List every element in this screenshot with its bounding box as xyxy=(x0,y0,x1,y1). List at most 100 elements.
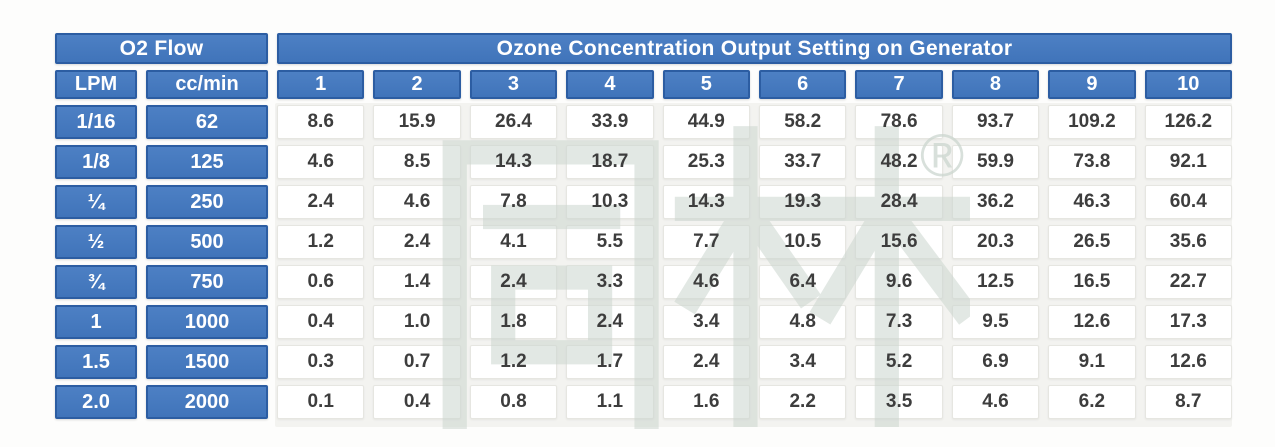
value-cell: 1.2 xyxy=(277,225,365,259)
row-ccmin-cell: 750 xyxy=(146,265,268,299)
value-cell-label: 1.7 xyxy=(596,351,624,372)
value-cell: 9.5 xyxy=(951,305,1040,339)
value-cell: 18.7 xyxy=(566,145,654,179)
value-cell-label: 3.5 xyxy=(885,391,913,412)
subheader-ccmin-label: cc/min xyxy=(175,73,239,95)
value-cell-label: 12.6 xyxy=(1073,311,1111,332)
value-cell-label: 16.5 xyxy=(1073,271,1111,292)
row-lpm-cell-label: 2.0 xyxy=(82,390,110,413)
value-cell: 0.1 xyxy=(277,385,365,419)
value-cell-label: 109.2 xyxy=(1068,111,1116,132)
subheader-ccmin: cc/min xyxy=(146,70,268,99)
row-ccmin-cell-label: 1500 xyxy=(184,350,230,373)
value-cell-label: 92.1 xyxy=(1169,151,1207,172)
value-cell-label: 10.3 xyxy=(591,191,629,212)
value-cell-label: 4.6 xyxy=(693,271,720,292)
value-cell: 126.2 xyxy=(1144,105,1232,139)
value-cell-label: 18.7 xyxy=(591,151,629,172)
value-cell-label: 4.1 xyxy=(500,231,527,252)
row-ccmin-cell-label: 500 xyxy=(190,230,224,253)
value-cell: 5.2 xyxy=(855,345,943,379)
value-cell-label: 6.9 xyxy=(982,351,1009,372)
value-cell: 73.8 xyxy=(1048,145,1136,179)
value-cell: 46.3 xyxy=(1048,185,1136,219)
column-header-8: 8 xyxy=(951,70,1040,99)
row-ccmin-cell-label: 750 xyxy=(190,270,224,293)
value-cell-label: 78.6 xyxy=(880,111,918,132)
value-cell-label: 1.0 xyxy=(403,311,431,332)
value-cell-label: 5.5 xyxy=(596,231,624,252)
row-lpm-cell: ¾ xyxy=(55,265,137,299)
value-cell-label: 4.6 xyxy=(982,391,1009,412)
value-cell-label: 0.4 xyxy=(307,311,334,332)
row-ccmin-cell-label: 250 xyxy=(190,190,224,213)
value-cell: 26.4 xyxy=(469,105,558,139)
row-ccmin-cell-label: 2000 xyxy=(184,390,230,413)
column-header-2-label: 2 xyxy=(411,73,423,95)
value-cell-label: 17.3 xyxy=(1169,311,1207,332)
value-cell: 33.9 xyxy=(566,105,654,139)
column-header-6-label: 6 xyxy=(797,73,809,95)
value-cell: 93.7 xyxy=(951,105,1040,139)
row-ccmin-cell: 1500 xyxy=(146,345,268,379)
value-cell-label: 0.1 xyxy=(307,391,334,412)
value-cell: 8.6 xyxy=(277,105,365,139)
row-lpm-cell: ¼ xyxy=(55,185,137,219)
value-cell: 2.4 xyxy=(566,305,654,339)
subheader-lpm-label: LPM xyxy=(74,73,118,95)
value-cell: 4.8 xyxy=(759,305,847,339)
value-cell-label: 1.4 xyxy=(403,271,431,292)
column-header-3: 3 xyxy=(469,70,558,99)
value-cell: 28.4 xyxy=(855,185,943,219)
column-header-10: 10 xyxy=(1144,70,1232,99)
value-cell-label: 8.7 xyxy=(1175,391,1202,412)
value-cell-label: 35.6 xyxy=(1169,231,1207,252)
row-ccmin-cell: 250 xyxy=(146,185,268,219)
value-cell: 9.1 xyxy=(1048,345,1136,379)
value-cell: 0.6 xyxy=(277,265,365,299)
value-cell-label: 12.6 xyxy=(1169,351,1207,372)
row-lpm-cell-label: ¾ xyxy=(87,270,105,293)
column-header-1-label: 1 xyxy=(315,73,327,95)
value-cell: 12.6 xyxy=(1144,345,1232,379)
value-cell-label: 3.3 xyxy=(596,271,624,292)
value-cell-label: 7.7 xyxy=(693,231,720,252)
value-cell-label: 1.1 xyxy=(596,391,624,412)
value-cell-label: 20.3 xyxy=(977,231,1014,252)
value-cell: 1.6 xyxy=(662,385,750,419)
value-cell-label: 1.2 xyxy=(307,231,334,252)
value-cell: 2.4 xyxy=(277,185,365,219)
value-cell-label: 93.7 xyxy=(977,111,1014,132)
value-cell-label: 4.6 xyxy=(307,151,334,172)
row-lpm-cell-label: ¼ xyxy=(87,190,105,213)
value-cell: 1.8 xyxy=(469,305,558,339)
table-title-label: Ozone Concentration Output Setting on Ge… xyxy=(496,36,1013,60)
column-header-5-label: 5 xyxy=(700,73,712,95)
value-cell: 0.3 xyxy=(277,345,365,379)
value-cell: 25.3 xyxy=(662,145,750,179)
value-cell-label: 126.2 xyxy=(1164,111,1213,132)
value-cell: 78.6 xyxy=(855,105,943,139)
value-cell-label: 2.4 xyxy=(596,311,624,332)
value-cell: 1.0 xyxy=(373,305,461,339)
value-cell-label: 0.8 xyxy=(500,391,527,412)
value-cell-label: 1.8 xyxy=(500,311,527,332)
value-cell: 4.6 xyxy=(662,265,750,299)
column-header-4: 4 xyxy=(566,70,654,99)
value-cell: 15.6 xyxy=(855,225,943,259)
column-header-10-label: 10 xyxy=(1177,73,1200,95)
ozone-concentration-table: O2 Flow Ozone Concentration Output Setti… xyxy=(55,33,1232,419)
value-cell: 14.3 xyxy=(662,185,750,219)
value-cell-label: 28.4 xyxy=(880,191,918,212)
o2-flow-group-header-label: O2 Flow xyxy=(119,36,204,60)
value-cell-label: 15.6 xyxy=(880,231,918,252)
value-cell-label: 36.2 xyxy=(977,191,1014,212)
column-header-9-label: 9 xyxy=(1086,73,1098,95)
value-cell-label: 2.4 xyxy=(500,271,527,292)
value-cell-label: 7.3 xyxy=(885,311,913,332)
value-cell-label: 9.1 xyxy=(1078,351,1106,372)
value-cell-label: 1.6 xyxy=(693,391,720,412)
value-cell-label: 0.6 xyxy=(307,271,334,292)
value-cell: 60.4 xyxy=(1144,185,1232,219)
